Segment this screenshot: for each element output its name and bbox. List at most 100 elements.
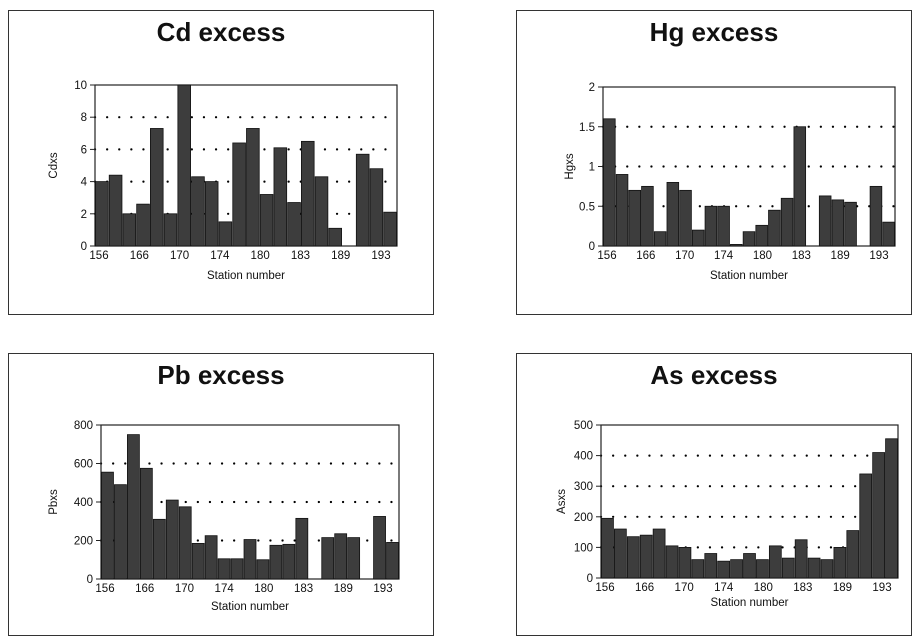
pb-bar <box>152 518 166 580</box>
as-bar <box>730 559 743 579</box>
hg-x-tick-label: 183 <box>792 250 811 262</box>
cd-y-tick-label: 6 <box>81 144 87 156</box>
hg-bar <box>818 195 832 247</box>
cd-x-tick-label: 174 <box>210 250 230 262</box>
cd-bar <box>95 181 109 247</box>
cd-bar <box>191 176 205 247</box>
hg-bar <box>780 197 794 247</box>
hg-x-tick-label: 189 <box>831 250 850 262</box>
hg-bar <box>653 231 667 247</box>
as-bar <box>717 560 731 579</box>
pb-bar <box>139 467 153 580</box>
pb-y-tick-label: 0 <box>87 574 93 586</box>
cd-y-axis-label: Cdxs <box>48 152 60 178</box>
hg-chart: 0 0.5 1 1.5 2 156 166 170 174 180 183 189 193 Station… <box>564 82 897 282</box>
as-bar <box>885 438 898 579</box>
as-x-tick-label: 170 <box>675 582 694 594</box>
pb-x-tick-label: 156 <box>95 583 114 595</box>
pb-x-tick-label: 166 <box>135 583 154 595</box>
hg-bar <box>704 205 718 247</box>
pb-bar <box>114 484 127 580</box>
pb-bar <box>256 559 270 580</box>
cd-x-axis-label: Station number <box>207 270 285 282</box>
cd-bar <box>108 174 123 247</box>
pb-bar <box>269 544 283 580</box>
hg-bar <box>615 174 629 247</box>
hg-panel: Hg excess 0 0.5 1 1.5 2 156 166 170 174 180 183 189… <box>516 10 912 315</box>
pb-bar <box>127 434 140 580</box>
pb-x-axis-label: Station number <box>211 601 289 613</box>
as-y-tick-label: 200 <box>574 512 593 524</box>
cd-y-tick-label: 4 <box>81 177 88 189</box>
as-y-tick-label: 400 <box>574 451 593 463</box>
as-bar <box>704 553 718 579</box>
pb-y-tick-label: 600 <box>74 459 93 471</box>
hg-y-tick-label: 1.5 <box>579 122 595 134</box>
pb-y-tick-label: 400 <box>74 497 93 509</box>
cd-y-tick-label: 10 <box>74 80 87 92</box>
cd-y-tick-label: 2 <box>81 209 87 221</box>
as-x-tick-label: 156 <box>595 582 614 594</box>
hg-y-tick-label: 2 <box>589 82 595 94</box>
cd-x-tick-label: 166 <box>130 250 149 262</box>
pb-bar <box>191 542 205 580</box>
as-x-tick-label: 183 <box>793 582 812 594</box>
hg-x-tick-label: 166 <box>636 250 655 262</box>
pb-chart: 0 200 400 600 800 156 166 170 174 180 183 189 193 Sta… <box>48 420 401 613</box>
as-x-tick-label: 180 <box>754 582 773 594</box>
hg-bar <box>768 209 781 247</box>
pb-x-tick-label: 180 <box>254 583 273 595</box>
pb-x-tick-label: 189 <box>334 583 353 595</box>
cd-bar <box>136 203 150 247</box>
pb-bar <box>217 558 231 580</box>
as-x-axis-label: Station number <box>711 597 789 609</box>
pb-x-tick-label: 170 <box>175 583 194 595</box>
hg-bar <box>603 118 616 247</box>
hg-bar <box>679 189 692 247</box>
hg-title: Hg excess <box>649 17 779 47</box>
cd-bar <box>328 227 342 247</box>
as-bar <box>665 545 679 579</box>
as-bar <box>833 546 847 579</box>
as-bar <box>652 528 666 579</box>
hg-y-tick-label: 0 <box>589 241 595 253</box>
cd-bar <box>369 168 384 247</box>
hg-y-tick-label: 1 <box>589 162 595 174</box>
cd-x-tick-label: 189 <box>331 250 350 262</box>
hg-bar <box>717 205 730 247</box>
hg-x-tick-label: 156 <box>597 250 616 262</box>
as-y-axis-label: Asxs <box>556 489 568 514</box>
hg-bar <box>869 185 883 247</box>
pb-bar <box>334 533 348 580</box>
as-bar <box>768 545 782 579</box>
pb-bar <box>386 542 399 580</box>
as-bar <box>678 546 692 579</box>
pb-bar <box>243 539 257 580</box>
hg-bar <box>691 229 705 247</box>
as-bar <box>639 534 653 579</box>
as-bar <box>614 528 627 579</box>
hg-bar <box>742 231 756 247</box>
hg-x-tick-label: 170 <box>675 250 694 262</box>
hg-bar <box>755 224 768 247</box>
pb-title: Pb excess <box>157 360 285 390</box>
as-bar <box>743 553 756 579</box>
as-y-tick-label: 0 <box>587 573 593 585</box>
pb-y-tick-label: 200 <box>74 536 93 548</box>
cd-x-tick-label: 180 <box>251 250 270 262</box>
cd-bar <box>287 202 301 247</box>
as-title: As excess <box>650 360 778 390</box>
cd-bar <box>232 142 246 247</box>
pb-bar <box>347 537 361 580</box>
as-bar <box>872 452 885 579</box>
cd-bar <box>383 211 397 247</box>
pb-bar <box>178 506 192 580</box>
hg-x-tick-label: 174 <box>714 250 734 262</box>
cd-bar <box>273 147 288 247</box>
cd-bar <box>204 181 219 247</box>
as-bar <box>626 536 640 579</box>
pb-bar <box>230 558 244 580</box>
hg-x-tick-label: 180 <box>753 250 772 262</box>
cd-x-tick-label: 193 <box>371 250 390 262</box>
pb-y-axis-label: Pbxs <box>48 489 60 515</box>
